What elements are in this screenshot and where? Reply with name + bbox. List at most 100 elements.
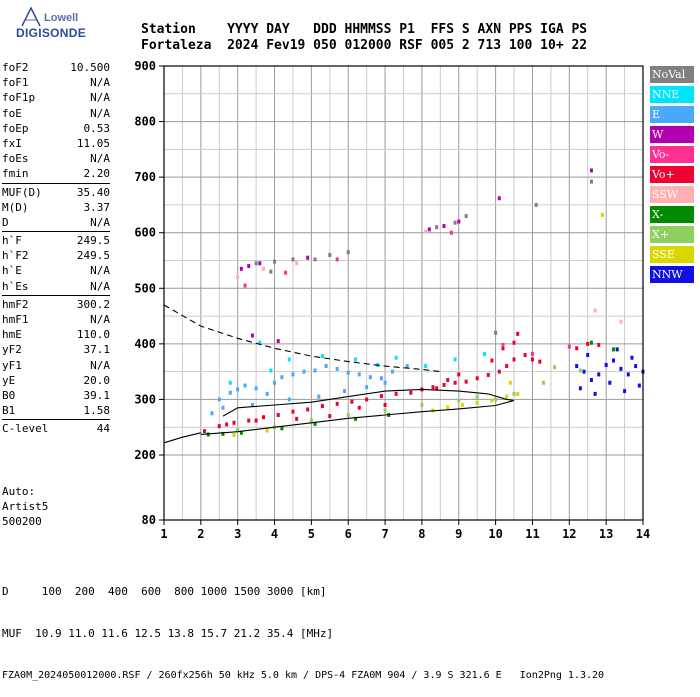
echo-point [424,229,428,234]
param-value: 0.53 [83,121,111,135]
param-row: foF1p N/A [2,90,110,105]
echo-point [589,168,593,173]
echo-point [578,368,582,373]
echo-point [516,391,520,396]
echo-point [457,398,461,403]
param-value: N/A [90,264,110,278]
param-value: N/A [90,215,110,229]
echo-point [575,364,579,369]
auto-program: Artist5 [2,500,49,513]
param-value: 39.1 [83,388,111,402]
echo-point [486,372,490,377]
echo-point [475,376,479,381]
param-value: 110.0 [76,328,110,342]
y-tick-label: 300 [134,392,156,406]
echo-point [597,342,601,347]
echo-point [453,380,457,385]
echo-point [379,376,383,381]
y-tick-label: 700 [134,170,156,184]
echo-point [210,411,214,416]
param-value: 2.20 [83,167,111,181]
echo-point [221,405,225,410]
echo-point [597,372,601,377]
echo-point [273,380,277,385]
param-value: 3.37 [83,200,111,214]
echo-point [508,380,512,385]
legend-item-vominus: Vo- [650,146,694,163]
echo-point [313,421,317,426]
echo-point [254,418,258,423]
param-row: foF1 N/A [2,75,110,90]
param-value: N/A [90,279,110,293]
echo-point [530,357,534,362]
echo-point [442,224,446,229]
echo-point [287,397,291,402]
header-labels: Station YYYY DAY DDD HHMMSS P1 FFS S AXN… [141,22,588,37]
axes: 1 2 3 4 5 6 7 8 9 10 11 12 13 14802003004005006007008… [134,59,650,541]
echo-point [365,385,369,390]
legend-item-nne: NNE [650,86,694,103]
x-tick-label: 11 [525,527,539,541]
echo-point [431,385,435,390]
param-row: h`E N/A [2,263,110,278]
legend-item-ssw: SSW [650,186,694,203]
echo-point [383,408,387,413]
param-label: MUF(D) [2,185,42,199]
param-row: yF2 37.1 [2,342,110,357]
param-row: MUF(D) 35.40 [2,185,110,200]
echo-point [328,252,332,257]
plot-frame [163,65,644,521]
param-row: hmF1 N/A [2,312,110,327]
echo-point [291,372,295,377]
echo-point [265,428,269,433]
echo-point [608,380,612,385]
echo-point [505,394,509,399]
echo-point [619,319,623,324]
echo-point [335,366,339,371]
echo-point [258,340,262,345]
param-value: 1.58 [83,404,111,418]
echo-point [494,330,498,335]
echo-point [284,270,288,275]
y-tick-label: 500 [134,281,156,295]
echo-point [530,351,534,356]
echo-point [475,400,479,405]
param-label: h`F2 [2,249,29,263]
echo-point [250,402,254,407]
echo-point [435,386,439,391]
echo-point [265,391,269,396]
echo-point [578,386,582,391]
profile-curves [163,304,515,444]
echo-point [534,202,538,207]
echo-point [302,369,306,374]
param-row: yF1 N/A [2,358,110,373]
param-value: 10.500 [70,61,110,74]
echo-point [254,261,258,266]
echo-point [494,397,498,402]
echo-point [589,377,593,382]
echo-point [490,358,494,363]
echo-point [630,355,634,360]
echo-point [435,225,439,230]
param-label: foE [2,106,22,120]
param-label: hmF1 [2,313,29,326]
legend-item-sse: SSE [650,246,694,263]
param-label: yE [2,373,16,387]
echo-point [320,404,324,409]
echo-point [291,409,295,414]
y-tick-label: 800 [134,115,156,129]
x-tick-label: 5 [308,527,315,541]
echo-point [394,391,398,396]
echo-point [203,429,207,434]
echo-point [287,357,291,362]
param-row: foF2 10.500 [2,60,110,75]
param-label: hmF2 [2,297,29,311]
param-row: hmE 110.0 [2,327,110,342]
echo-point [589,179,593,184]
echo-point [490,398,494,403]
echo-point [225,422,229,427]
footer-file-info: FZA0M_2024050012000.RSF / 260fx256h 50 k… [2,670,605,681]
param-value: 249.5 [76,249,110,263]
echo-point [523,352,527,357]
y-tick-label: 900 [134,59,156,73]
